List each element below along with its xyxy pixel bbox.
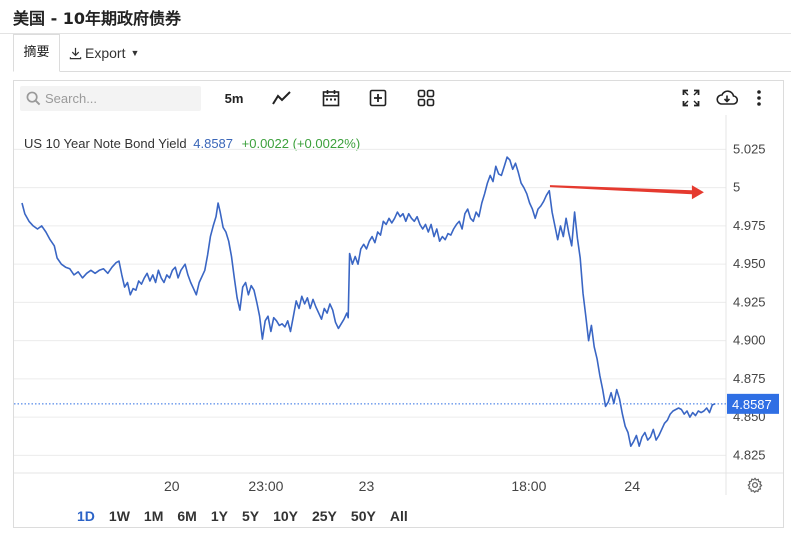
x-axis: 20 23:00 23 18:00 24 [164, 478, 640, 494]
series-line [14, 156, 726, 448]
y-tick-label: 4.825 [733, 447, 766, 462]
tab-bar: 摘要 Export ▼ [13, 34, 791, 72]
search-icon [26, 91, 41, 106]
period-selector: 1D 1W 1M 6M 1Y 5Y 10Y 25Y 50Y All [70, 507, 415, 525]
period-50y[interactable]: 50Y [350, 508, 376, 524]
cloud-download-icon [716, 90, 738, 105]
chart-widget: 5m [13, 80, 784, 528]
calendar-icon [322, 90, 340, 107]
fullscreen-icon [682, 89, 700, 107]
more-vertical-icon [757, 90, 761, 106]
x-tick-label: 23:00 [248, 478, 283, 494]
series-name: US 10 Year Note Bond Yield [24, 136, 187, 151]
y-tick-label: 5 [733, 180, 740, 195]
y-tick-label: 4.875 [733, 371, 766, 386]
line-chart-icon [272, 91, 291, 105]
period-all[interactable]: All [389, 508, 408, 524]
period-5y[interactable]: 5Y [241, 508, 260, 524]
tab-summary[interactable]: 摘要 [13, 34, 60, 72]
y-tick-label: 4.900 [733, 333, 766, 348]
y-tick-label: 4.975 [733, 218, 766, 233]
more-menu-button[interactable] [751, 86, 767, 110]
last-value: 4.8587 [193, 136, 234, 151]
y-tick-label: 4.925 [733, 294, 766, 309]
change-value: +0.0022 (+0.0022%) [241, 136, 361, 151]
period-10y[interactable]: 10Y [273, 508, 298, 524]
last-price-badge [727, 393, 779, 414]
date-range-button[interactable] [319, 86, 343, 110]
period-1d[interactable]: 1D [77, 508, 95, 524]
export-label: Export [85, 45, 126, 61]
period-1m[interactable]: 1M [143, 508, 164, 524]
period-1y[interactable]: 1Y [210, 508, 228, 524]
export-dropdown[interactable]: Export ▼ [69, 34, 139, 72]
annotation-layer [549, 185, 704, 200]
x-tick-label: 18:00 [511, 478, 546, 494]
save-cloud-button[interactable] [714, 86, 740, 110]
period-25y[interactable]: 25Y [311, 508, 337, 524]
settings-gear-icon[interactable] [747, 477, 763, 493]
period-6m[interactable]: 6M [177, 508, 197, 524]
layouts-button[interactable] [414, 86, 438, 110]
yield-line [21, 156, 716, 448]
period-1w[interactable]: 1W [108, 508, 130, 524]
chevron-down-icon: ▼ [130, 48, 140, 58]
layouts-icon [417, 89, 435, 107]
add-indicator-button[interactable] [366, 86, 390, 110]
add-indicator-icon [369, 89, 387, 107]
y-axis: 5.02554.9754.9504.9254.9004.8754.8504.82… [727, 141, 779, 462]
gridlines [14, 115, 783, 495]
interval-button[interactable]: 5m [220, 86, 248, 110]
x-tick-label: 20 [164, 478, 180, 494]
download-icon [69, 47, 82, 59]
search-input[interactable] [45, 91, 195, 106]
chart-type-button[interactable] [270, 86, 294, 110]
red-arrow-annotation [549, 185, 704, 200]
last-price-label: 4.8587 [732, 397, 772, 412]
x-tick-label: 24 [624, 478, 640, 494]
x-tick-label: 23 [359, 478, 375, 494]
symbol-search[interactable] [20, 86, 201, 111]
title-divider [0, 33, 791, 34]
y-tick-label: 5.025 [733, 141, 766, 156]
price-chart[interactable]: 5.02554.9754.9504.9254.9004.8754.8504.82… [14, 115, 783, 495]
page-title: 美国 - 10年期政府债券 [13, 9, 182, 28]
chart-toolbar: 5m [14, 81, 783, 115]
chart-legend: US 10 Year Note Bond Yield 4.8587 +0.002… [24, 136, 360, 151]
interval-label: 5m [224, 90, 244, 106]
y-tick-label: 4.950 [733, 256, 766, 271]
fullscreen-button[interactable] [679, 86, 703, 110]
